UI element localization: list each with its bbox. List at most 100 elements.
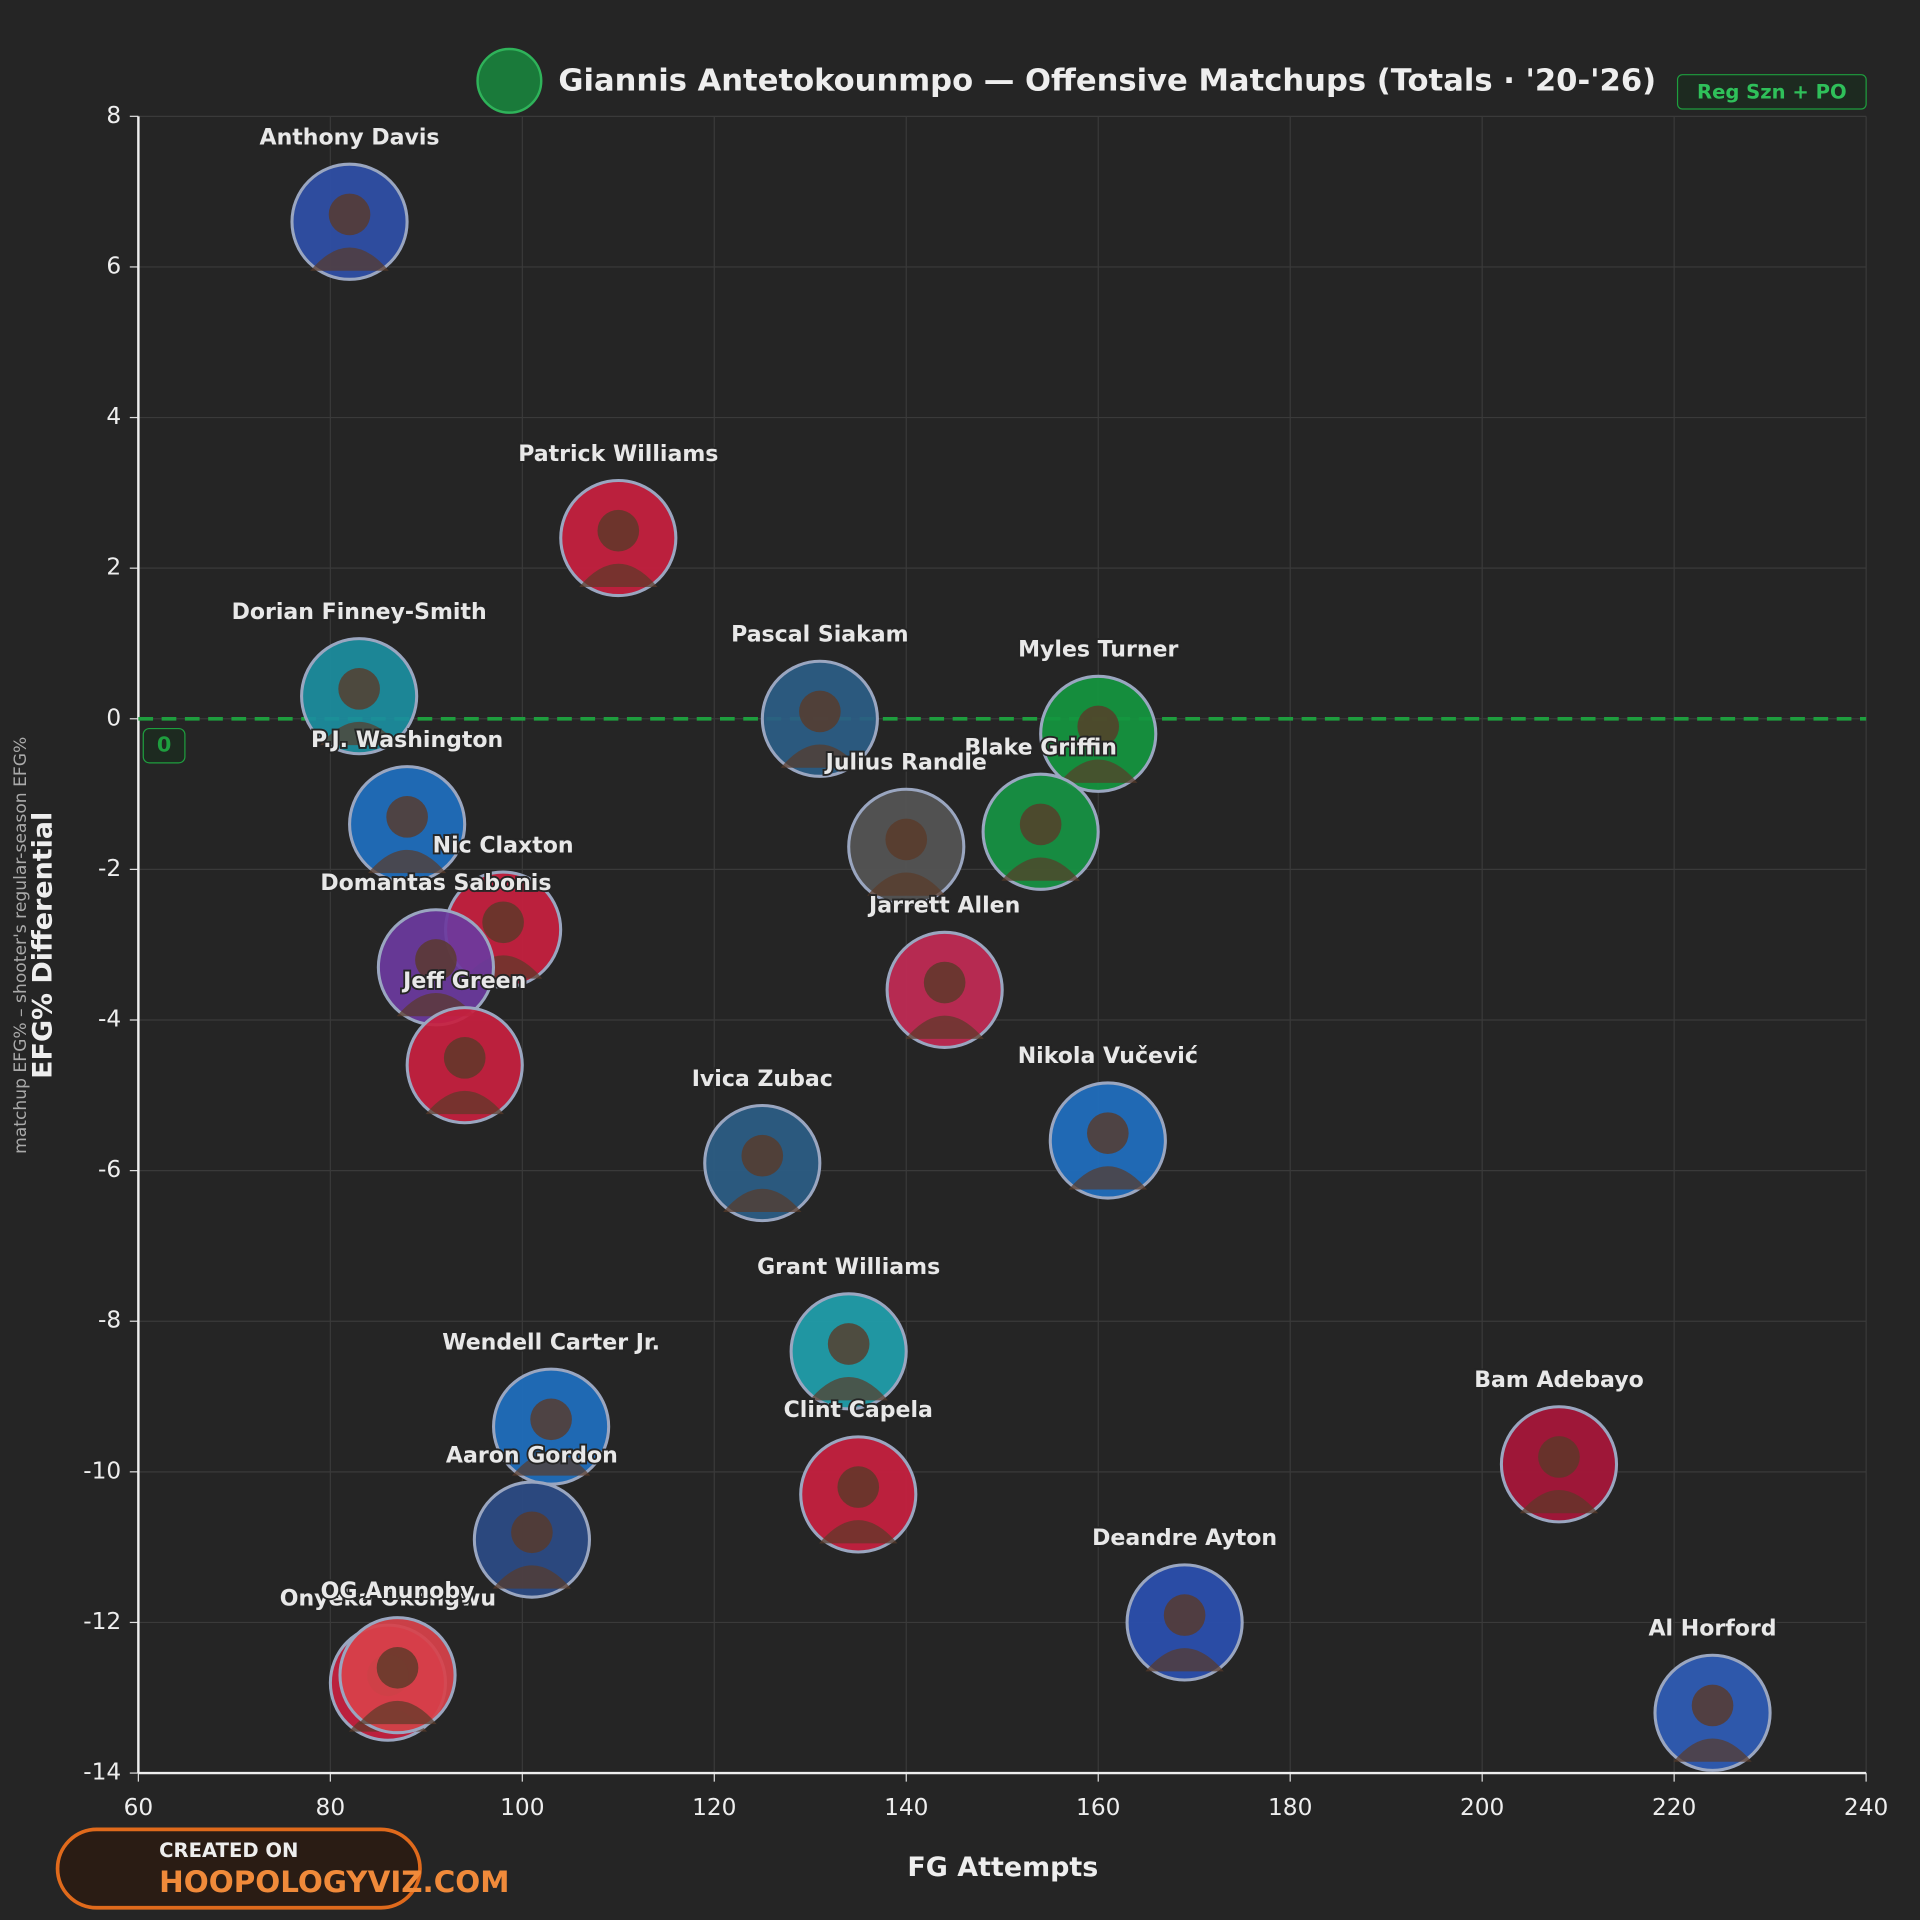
player-head — [837, 1466, 880, 1508]
player-shoulders — [1673, 1738, 1752, 1762]
y-tick-label: -6 — [98, 1156, 121, 1183]
player-shoulders — [819, 1520, 898, 1544]
y-tick-label: 4 — [106, 403, 121, 430]
player-head — [741, 1134, 784, 1177]
point-label: Domantas Sabonis — [320, 871, 551, 896]
player-shoulders — [579, 563, 658, 588]
y-tick-label: -2 — [98, 855, 121, 882]
player-point — [1125, 1563, 1244, 1682]
point-label: Deandre Ayton — [1092, 1526, 1277, 1551]
y-tick-label: -4 — [98, 1006, 121, 1033]
player-shoulders — [492, 1565, 572, 1589]
reference-badge — [142, 727, 186, 764]
player-head — [1691, 1684, 1734, 1727]
point-label: OG Anunoby — [321, 1579, 475, 1604]
player-head — [1019, 803, 1062, 846]
watermark-line2: HOOPOLOGYVIZ.COM — [159, 1865, 509, 1899]
player-head — [827, 1323, 870, 1365]
point-label: Pascal Siakam — [731, 623, 908, 648]
player-head — [1538, 1436, 1580, 1478]
point-label: Aaron Gordon — [446, 1443, 618, 1468]
player-point — [760, 659, 879, 778]
player-point — [559, 478, 678, 598]
x-tick-label: 200 — [1460, 1794, 1504, 1821]
player-point — [300, 637, 419, 756]
point-label: Blake Griffin — [964, 735, 1117, 760]
player-point — [799, 1435, 918, 1554]
point-label: Dorian Finney-Smith — [232, 600, 487, 625]
player-point — [338, 1616, 457, 1735]
x-tick-label: 180 — [1268, 1794, 1312, 1821]
player-point — [703, 1103, 822, 1223]
player-shoulders — [511, 1452, 591, 1476]
player-head — [1077, 705, 1120, 748]
y-tick-label: -14 — [83, 1759, 121, 1786]
player-head — [443, 1037, 486, 1079]
point-label: Nic Claxton — [433, 833, 574, 858]
x-tick-label: 100 — [500, 1794, 544, 1821]
player-point — [472, 1480, 591, 1599]
player-head — [885, 818, 928, 861]
player-shoulders — [1001, 857, 1080, 881]
player-head — [338, 668, 380, 710]
point-label: Clint Capela — [784, 1398, 933, 1423]
player-point — [847, 787, 966, 906]
player-head — [482, 901, 524, 944]
player-shoulders — [319, 721, 399, 746]
player-head — [511, 1511, 553, 1554]
point-label: Ivica Zubac — [692, 1067, 833, 1092]
x-tick-label: 80 — [316, 1794, 346, 1821]
point-label: Onyeka Okongwu — [280, 1586, 496, 1611]
reference-label: 0 — [157, 733, 171, 757]
y-tick-label: 0 — [106, 704, 121, 731]
y-tick-label: 8 — [106, 102, 121, 129]
player-shoulders — [367, 849, 447, 874]
player-point — [981, 772, 1100, 891]
player-head — [386, 796, 428, 838]
x-tick-label: 140 — [884, 1794, 928, 1821]
chart-title: Giannis Antetokounmpo — Offensive Matchu… — [558, 64, 1656, 99]
point-label: Patrick Williams — [518, 442, 718, 467]
badge — [1676, 74, 1867, 110]
player-head — [376, 1647, 419, 1689]
point-label: Al Horford — [1649, 1617, 1777, 1642]
point-label: Wendell Carter Jr. — [442, 1330, 660, 1355]
player-head — [1087, 1112, 1129, 1154]
y-axis-label: EFG% Differential — [28, 812, 59, 1079]
player-shoulders — [425, 1090, 504, 1115]
player-point — [290, 162, 409, 281]
player-point — [348, 765, 467, 884]
player-point — [492, 1367, 611, 1486]
x-tick-label: 60 — [124, 1794, 154, 1821]
player-head — [415, 939, 457, 981]
player-shoulders — [723, 1188, 802, 1213]
watermark-box — [55, 1827, 422, 1910]
point-label: Jeff Green — [401, 969, 526, 994]
player-point — [1499, 1405, 1619, 1524]
player-point — [1653, 1653, 1772, 1772]
player-head — [597, 509, 640, 552]
x-tick-label: 160 — [1076, 1794, 1120, 1821]
player-shoulders — [780, 744, 860, 768]
point-label: P.J. Washington — [311, 728, 503, 753]
point-label: Jarrett Allen — [867, 894, 1020, 919]
player-avatar — [476, 47, 543, 114]
player-shoulders — [1059, 759, 1138, 783]
y-tick-label: -10 — [83, 1457, 121, 1484]
y-tick-label: -12 — [83, 1608, 121, 1635]
player-shoulders — [867, 872, 946, 896]
x-axis-label: FG Attempts — [907, 1852, 1098, 1883]
player-point — [789, 1292, 908, 1411]
player-point — [1039, 674, 1158, 793]
player-point — [885, 930, 1004, 1049]
point-label: Nikola Vučević — [1018, 1044, 1198, 1069]
point-label: Anthony Davis — [260, 125, 440, 150]
player-head — [530, 1398, 572, 1441]
player-shoulders — [358, 1700, 437, 1725]
y-axis-sublabel: matchup EFG% – shooter's regular-season … — [11, 737, 31, 1154]
y-tick-label: 2 — [106, 554, 121, 581]
x-tick-label: 240 — [1844, 1794, 1888, 1821]
point-label: Myles Turner — [1018, 638, 1178, 663]
